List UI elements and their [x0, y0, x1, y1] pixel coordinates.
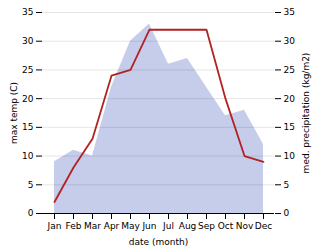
svg-text:May: May	[121, 221, 140, 231]
svg-text:0: 0	[28, 208, 34, 218]
svg-text:35: 35	[22, 7, 33, 17]
svg-text:5: 5	[284, 180, 290, 190]
svg-text:date (month): date (month)	[129, 237, 188, 247]
svg-text:25: 25	[284, 65, 295, 75]
svg-text:med. precipitation (kg/m2): med. precipitation (kg/m2)	[301, 53, 311, 174]
svg-text:Apr: Apr	[104, 221, 120, 231]
svg-text:Jan: Jan	[47, 221, 62, 231]
svg-text:Oct: Oct	[218, 221, 234, 231]
svg-text:20: 20	[284, 94, 296, 104]
svg-text:10: 10	[284, 151, 296, 161]
svg-text:5: 5	[28, 180, 34, 190]
svg-text:Feb: Feb	[66, 221, 82, 231]
svg-text:20: 20	[22, 94, 34, 104]
svg-text:Dec: Dec	[255, 221, 272, 231]
svg-text:0: 0	[284, 208, 290, 218]
svg-text:30: 30	[22, 36, 34, 46]
svg-text:Nov: Nov	[236, 221, 254, 231]
svg-text:15: 15	[22, 122, 33, 132]
svg-text:25: 25	[22, 65, 33, 75]
svg-text:Aug: Aug	[179, 221, 197, 231]
svg-text:max temp (C): max temp (C)	[9, 82, 19, 144]
svg-text:10: 10	[22, 151, 34, 161]
svg-text:Sep: Sep	[198, 221, 215, 231]
svg-text:Jul: Jul	[162, 221, 174, 231]
svg-text:30: 30	[284, 36, 296, 46]
svg-text:15: 15	[284, 122, 295, 132]
svg-text:Mar: Mar	[84, 221, 101, 231]
svg-text:Jun: Jun	[141, 221, 156, 231]
svg-text:35: 35	[284, 7, 295, 17]
